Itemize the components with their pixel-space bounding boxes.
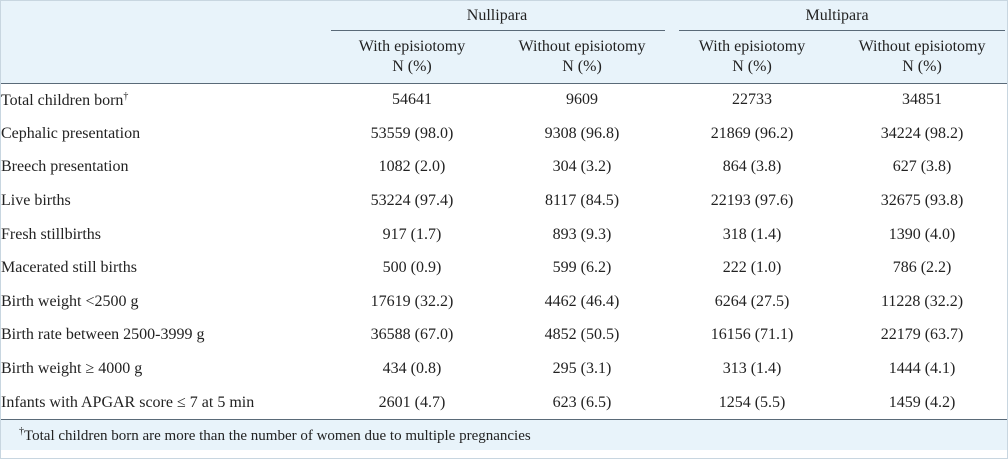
table-cell: 318 (1.4) <box>722 225 782 243</box>
table-cell: 22733 <box>732 91 773 109</box>
data-table: Nullipara Multipara With episiotomy N (%… <box>1 1 1008 451</box>
table-cell: 864 (3.8) <box>722 158 782 176</box>
table-cell: 4462 (46.4) <box>544 292 620 310</box>
row-label: Total children born† <box>1 83 327 117</box>
table-cell: 54641 <box>392 91 432 109</box>
table-cell: 1459 (4.2) <box>837 385 1008 421</box>
header-blank <box>1 31 327 84</box>
table-cell: 295 (3.1) <box>552 360 612 378</box>
table-cell: 6264 (27.5) <box>714 292 790 310</box>
table-cell: 21869 (96.2) <box>710 124 794 142</box>
table-row: Live births 53224 (97.4) 8117 (84.5) 221… <box>1 184 1007 218</box>
table-cell: 22193 (97.6) <box>710 192 794 210</box>
table-cell: 53559 (98.0) <box>370 124 454 142</box>
subheader-cell: With episiotomy N (%) <box>667 31 838 84</box>
table-cell: 1254 (5.5) <box>667 385 838 421</box>
table-cell: 36588 (67.0) <box>370 326 454 344</box>
table-cell: 8117 (84.5) <box>544 192 620 210</box>
row-label: Birth rate between 2500-3999 g <box>1 326 205 344</box>
header-blank <box>1 1 327 31</box>
table-row: Total children born† 54641 9609 22733 34… <box>1 83 1007 117</box>
subheader-cell: Without episiotomy N (%) <box>837 31 1008 84</box>
subheader-cell: With episiotomy N (%) <box>327 31 497 84</box>
group-header-row: Nullipara Multipara <box>1 1 1008 31</box>
table-cell: 4852 (50.5) <box>544 326 620 344</box>
subheader-unit: N (%) <box>902 57 942 75</box>
table-row: Fresh stillbirths 917 (1.7) 893 (9.3) 31… <box>1 218 1007 252</box>
row-label: Birth weight ≥ 4000 g <box>1 360 143 378</box>
row-label: Breech presentation <box>1 158 129 176</box>
table-cell: 313 (1.4) <box>722 360 782 378</box>
table-cell: 34851 <box>902 91 943 109</box>
footnote-row: †Total children born are more than the n… <box>1 419 1008 451</box>
subheader-unit: N (%) <box>392 57 432 75</box>
table-cell: 9308 (96.8) <box>544 124 620 142</box>
table-cell: 34224 (98.2) <box>880 124 964 142</box>
subheader-title: With episiotomy <box>698 37 806 55</box>
row-label-text: Total children born <box>1 91 124 109</box>
table-cell: 16156 (71.1) <box>710 326 794 344</box>
table-cell: 917 (1.7) <box>382 225 442 243</box>
table-cell: 893 (9.3) <box>552 225 612 243</box>
table-cell: 623 (6.5) <box>497 385 668 421</box>
footnote-marker: † <box>123 90 129 102</box>
table-cell: 599 (6.2) <box>552 259 612 277</box>
subheader-unit: N (%) <box>732 57 772 75</box>
subheader-unit: N (%) <box>562 57 602 75</box>
table-footnote: †Total children born are more than the n… <box>1 419 1008 451</box>
table-row: Infants with APGAR score ≤ 7 at 5 min 26… <box>1 385 1008 421</box>
footnote-marker: † <box>19 425 24 437</box>
subheader-title: Without episiotomy <box>858 37 986 55</box>
subheader-row: With episiotomy N (%) Without episiotomy… <box>1 31 1008 84</box>
table-cell: 1390 (4.0) <box>888 225 956 243</box>
table-row: Birth weight <2500 g 17619 (32.2) 4462 (… <box>1 285 1007 319</box>
table-cell: 2601 (4.7) <box>327 385 497 421</box>
subheader-cell: Without episiotomy N (%) <box>497 31 668 84</box>
subheader-title: Without episiotomy <box>518 37 646 55</box>
table-row: Cephalic presentation 53559 (98.0) 9308 … <box>1 117 1007 151</box>
group-header-multipara: Multipara <box>667 1 1008 31</box>
table-cell: 11228 (32.2) <box>880 292 964 310</box>
table-cell: 1444 (4.1) <box>888 360 956 378</box>
footnote-text: Total children born are more than the nu… <box>24 427 531 444</box>
table-cell: 1082 (2.0) <box>378 158 446 176</box>
group-header-nullipara: Nullipara <box>327 1 668 31</box>
table-cell: 434 (0.8) <box>382 360 442 378</box>
row-label: Cephalic presentation <box>1 124 141 142</box>
table-cell: 786 (2.2) <box>892 259 952 277</box>
row-label: Infants with APGAR score ≤ 7 at 5 min <box>1 385 327 421</box>
row-label: Live births <box>1 192 71 210</box>
table-cell: 22179 (63.7) <box>880 326 964 344</box>
table-cell: 9609 <box>566 91 598 109</box>
group-label: Multipara <box>805 7 869 24</box>
table-cell: 627 (3.8) <box>892 158 952 176</box>
table-row: Breech presentation 1082 (2.0) 304 (3.2)… <box>1 151 1007 185</box>
table-row: Birth rate between 2500-3999 g 36588 (67… <box>1 319 1007 353</box>
table-cell: 304 (3.2) <box>552 158 612 176</box>
table-row: Birth weight ≥ 4000 g 434 (0.8) 295 (3.1… <box>1 352 1007 386</box>
table-cell: 53224 (97.4) <box>370 192 454 210</box>
table-cell: 32675 (93.8) <box>880 192 964 210</box>
row-label: Macerated still births <box>1 259 137 277</box>
table-cell: 222 (1.0) <box>722 259 782 277</box>
group-label: Nullipara <box>466 7 528 24</box>
subheader-title: With episiotomy <box>358 37 466 55</box>
table-cell: 500 (0.9) <box>382 259 442 277</box>
table-cell: 17619 (32.2) <box>370 292 454 310</box>
table-row: Macerated still births 500 (0.9) 599 (6.… <box>1 251 1007 285</box>
row-label: Fresh stillbirths <box>1 225 102 243</box>
row-label: Birth weight <2500 g <box>1 292 139 310</box>
